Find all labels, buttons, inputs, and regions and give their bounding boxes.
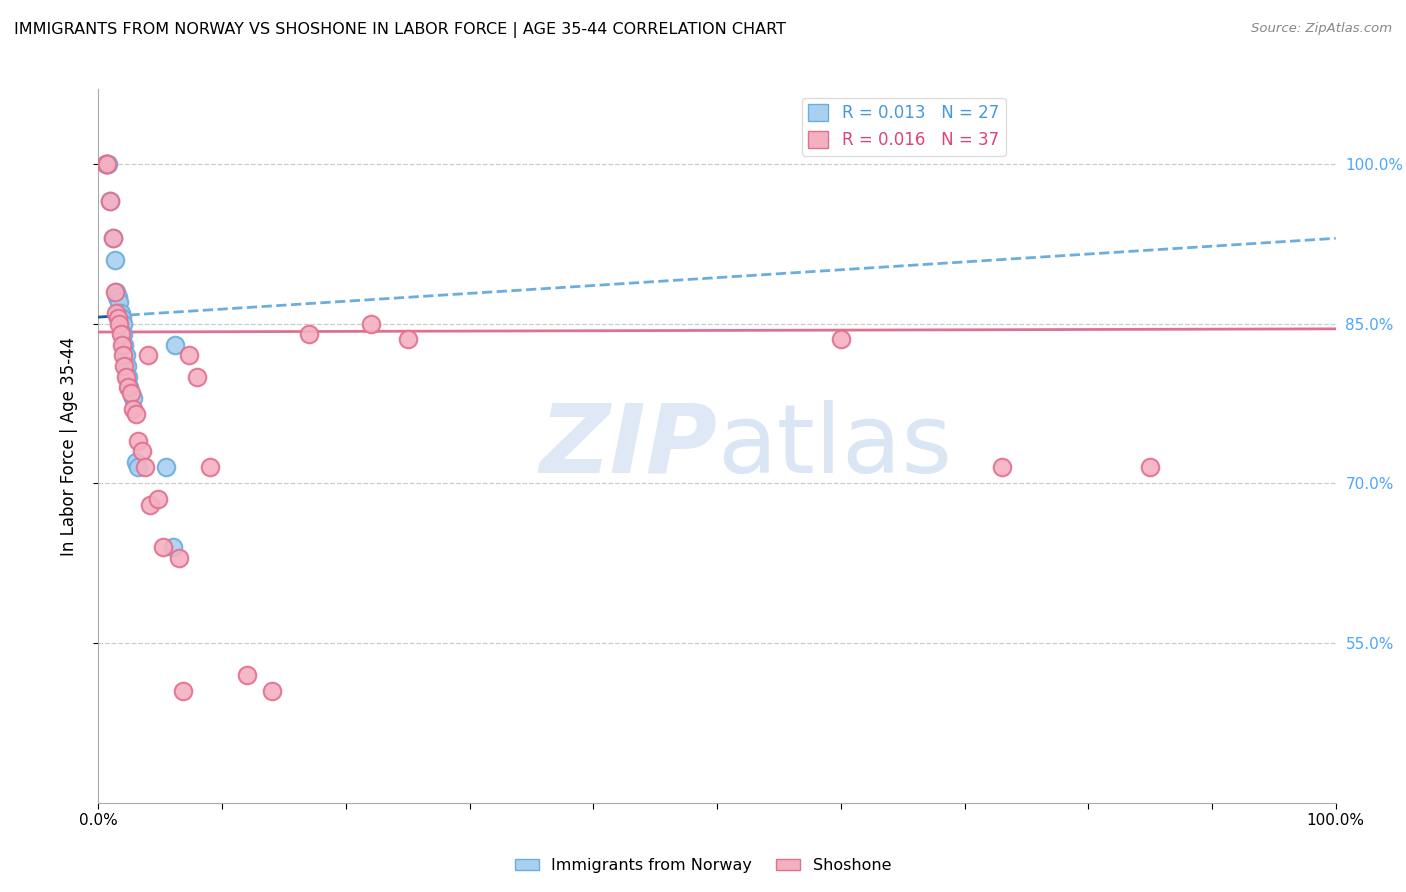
Point: [186, 369, 208, 384]
Point: [110, 306, 132, 320]
Legend: R = 0.013   N = 27, R = 0.016   N = 37: R = 0.013 N = 27, R = 0.016 N = 37: [801, 97, 1005, 155]
Point: [107, 290, 129, 304]
Point: [96, 157, 118, 171]
Text: ZIP: ZIP: [538, 400, 717, 492]
Point: [298, 327, 321, 342]
Point: [172, 684, 194, 698]
Point: [117, 380, 139, 394]
Point: [162, 540, 184, 554]
Legend: Immigrants from Norway, Shoshone: Immigrants from Norway, Shoshone: [508, 852, 898, 880]
Text: Source: ZipAtlas.com: Source: ZipAtlas.com: [1251, 22, 1392, 36]
Point: [139, 498, 162, 512]
Point: [94, 157, 117, 171]
Point: [134, 460, 156, 475]
Point: [112, 349, 135, 363]
Point: [96, 157, 118, 171]
Point: [104, 285, 127, 299]
Point: [146, 492, 169, 507]
Point: [98, 194, 121, 208]
Point: [107, 311, 129, 326]
Point: [118, 380, 141, 394]
Text: atlas: atlas: [717, 400, 952, 492]
Point: [120, 385, 142, 400]
Point: [108, 317, 131, 331]
Point: [114, 349, 136, 363]
Y-axis label: In Labor Force | Age 35-44: In Labor Force | Age 35-44: [59, 336, 77, 556]
Point: [104, 306, 127, 320]
Point: [830, 333, 852, 347]
Point: [127, 434, 149, 448]
Point: [108, 295, 131, 310]
Point: [117, 369, 139, 384]
Point: [124, 455, 146, 469]
Point: [122, 401, 145, 416]
Point: [155, 460, 177, 475]
Point: [131, 444, 153, 458]
Point: [177, 349, 200, 363]
Point: [112, 317, 135, 331]
Point: [167, 550, 190, 565]
Point: [111, 338, 134, 352]
Point: [112, 359, 135, 373]
Point: [103, 285, 125, 299]
Point: [110, 327, 132, 342]
Point: [112, 327, 135, 342]
Point: [990, 460, 1012, 475]
Point: [136, 349, 159, 363]
Point: [152, 540, 174, 554]
Point: [122, 391, 145, 405]
Point: [396, 333, 419, 347]
Point: [115, 359, 138, 373]
Point: [103, 231, 125, 245]
Text: IMMIGRANTS FROM NORWAY VS SHOSHONE IN LABOR FORCE | AGE 35-44 CORRELATION CHART: IMMIGRANTS FROM NORWAY VS SHOSHONE IN LA…: [14, 22, 786, 38]
Point: [1139, 460, 1161, 475]
Point: [97, 157, 120, 171]
Point: [165, 338, 187, 352]
Point: [112, 338, 135, 352]
Point: [127, 460, 149, 475]
Point: [198, 460, 221, 475]
Point: [260, 684, 283, 698]
Point: [105, 290, 128, 304]
Point: [124, 407, 146, 421]
Point: [98, 194, 121, 208]
Point: [111, 311, 134, 326]
Point: [103, 252, 125, 267]
Point: [236, 668, 259, 682]
Point: [360, 317, 382, 331]
Point: [108, 306, 131, 320]
Point: [94, 157, 117, 171]
Point: [114, 369, 136, 384]
Point: [110, 311, 132, 326]
Point: [103, 231, 125, 245]
